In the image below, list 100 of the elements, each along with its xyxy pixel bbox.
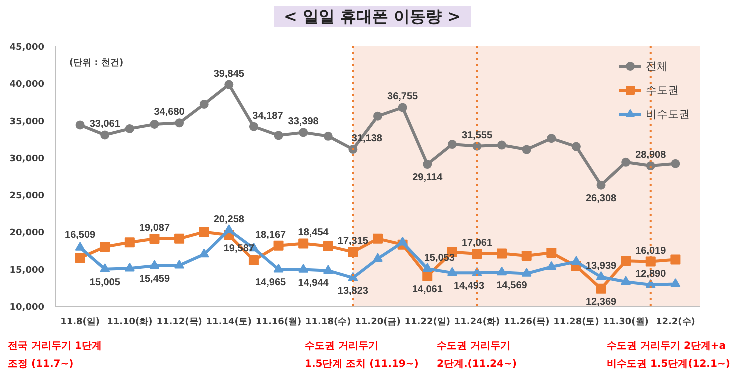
legend-label: 비수도권 [646, 106, 690, 122]
point [298, 264, 309, 273]
data-label: 14,569 [496, 280, 528, 292]
point [199, 227, 210, 238]
point [571, 256, 582, 266]
text: 수도권 거리두기 2단계.(11.24~) [437, 340, 517, 372]
x-tick-label: 11.12(목) [156, 318, 202, 328]
data-label: 33,061 [90, 119, 121, 130]
point [274, 240, 284, 251]
data-label: 18,167 [255, 230, 286, 241]
point [299, 128, 308, 138]
point [422, 263, 433, 272]
data-label: 28,908 [636, 150, 667, 162]
point [522, 268, 532, 277]
point [373, 234, 383, 244]
point [398, 236, 408, 246]
point [100, 264, 110, 272]
data-label: 33,398 [288, 116, 320, 128]
y-tick-label: 20,000 [10, 228, 45, 239]
data-label: 14,944 [298, 278, 330, 289]
y-tick-label: 30,000 [10, 154, 45, 164]
data-label: 17,315 [338, 236, 369, 248]
point [175, 118, 184, 128]
point [621, 256, 632, 266]
point [124, 262, 135, 272]
point [374, 112, 382, 121]
data-label: 19,087 [139, 222, 170, 234]
point [622, 158, 631, 167]
point [124, 238, 135, 248]
x-tick-label: 11.28(토) [554, 318, 600, 328]
point [75, 242, 86, 251]
data-label: 26,308 [586, 193, 617, 204]
point [274, 264, 284, 273]
data-label: 34,680 [154, 107, 186, 118]
legend-label: 수도권 [646, 82, 679, 98]
point [670, 278, 681, 288]
y-tick-label: 25,000 [10, 192, 45, 202]
data-label: 36,755 [388, 92, 419, 103]
point [498, 140, 507, 150]
x-tick-label: 11.24(화) [454, 318, 500, 328]
data-label: 13,939 [586, 261, 617, 272]
legend-label: 전체 [646, 58, 668, 74]
point [572, 142, 581, 152]
x-tick-label: 11.14(토) [206, 318, 252, 328]
point [646, 162, 656, 171]
point [596, 284, 606, 294]
point [249, 122, 258, 132]
point [76, 120, 85, 130]
x-tick-label: 11.8(일) [60, 318, 100, 328]
point [621, 276, 632, 286]
point [497, 266, 508, 276]
point [497, 248, 508, 259]
y-tick-label: 35,000 [10, 117, 45, 128]
x-tick-label: 11.18(수) [306, 318, 352, 328]
data-label: 18,454 [298, 228, 330, 239]
data-label: 12,369 [586, 296, 617, 308]
point [174, 260, 185, 269]
data-label: 20,258 [214, 214, 245, 226]
point [150, 234, 160, 244]
data-label: 31,555 [462, 130, 493, 142]
y-tick-label: 45,000 [10, 43, 45, 53]
x-tick-label: 12.2(수) [656, 318, 696, 328]
x-tick-label: 11.10(화) [107, 318, 153, 328]
chart-title: < 일일 휴대폰 이동량 > [274, 6, 472, 27]
point [323, 241, 334, 252]
data-label: 16,019 [636, 246, 667, 257]
point [125, 124, 134, 134]
point [596, 180, 606, 190]
point [324, 132, 333, 141]
data-label: 39,845 [214, 68, 245, 80]
data-label: 14,061 [412, 284, 444, 296]
point [224, 80, 234, 90]
y-tick-label: 40,000 [10, 80, 45, 90]
point [150, 260, 160, 270]
x-tick-label: 11.30(월) [603, 318, 649, 328]
point [670, 254, 681, 265]
point [323, 265, 334, 274]
point [274, 131, 284, 140]
data-label: 13,823 [338, 286, 369, 298]
point [75, 253, 86, 264]
text: 수도권 거리두기 1.5단계 조치 (11.19~) [305, 340, 419, 372]
point [348, 247, 358, 258]
point [546, 248, 557, 258]
point [423, 160, 432, 169]
data-label: 15,459 [139, 274, 170, 285]
point [373, 253, 383, 262]
data-label: 15,005 [90, 277, 121, 288]
point [447, 267, 458, 276]
data-label: 12,890 [636, 269, 667, 280]
data-label: 29,114 [412, 172, 444, 184]
point [671, 159, 680, 168]
data-label: 34,187 [252, 110, 284, 122]
data-label: 17,061 [462, 238, 493, 250]
annotation: (단위 : 천건) [70, 58, 124, 68]
point [100, 242, 110, 252]
x-tick-label: 11.16(월) [256, 318, 302, 328]
data-label: 14,493 [454, 281, 485, 292]
point [150, 120, 160, 129]
point [398, 103, 408, 112]
y-tick-label: 10,000 [10, 303, 45, 313]
